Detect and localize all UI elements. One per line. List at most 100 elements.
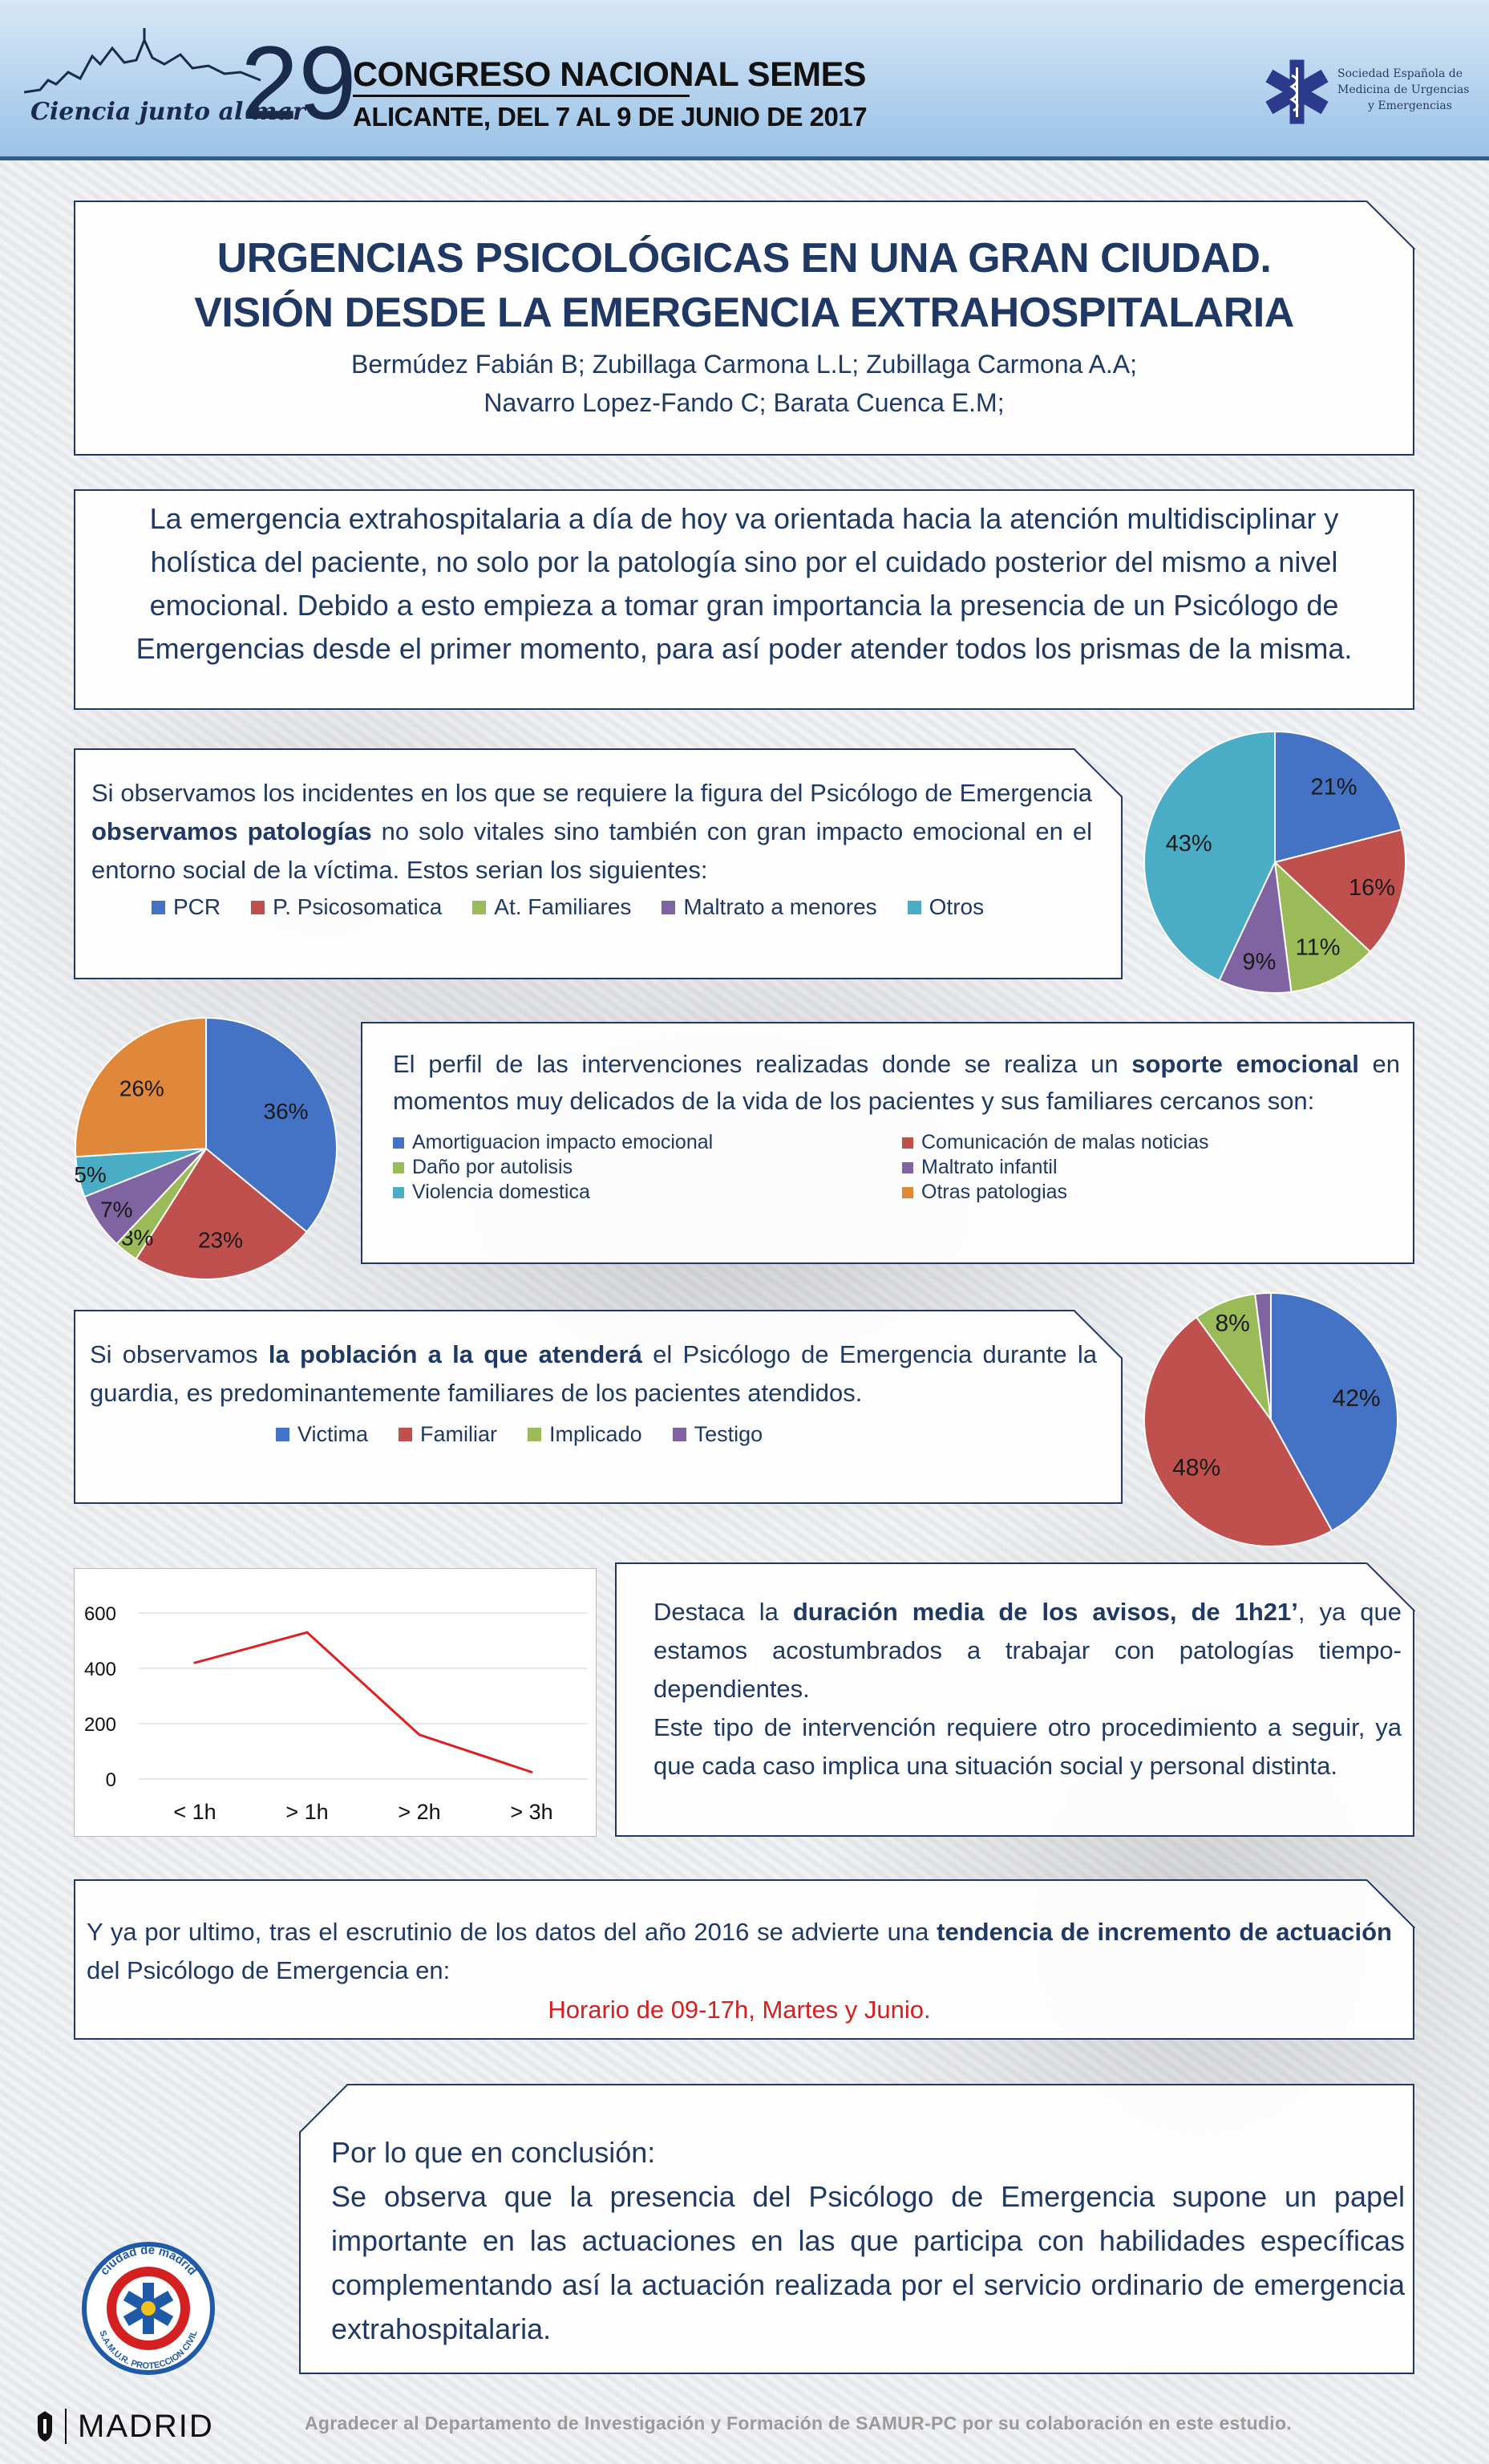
title-line-2: VISIÓN DESDE LA EMERGENCIA EXTRAHOSPITAL… — [194, 290, 1294, 336]
legend-label: Otras patologias — [921, 1181, 1068, 1203]
conclusion-box: Por lo que en conclusión: Se observa que… — [299, 2084, 1414, 2374]
section4-text-2: Este tipo de intervención requiere otro … — [653, 1713, 1402, 1780]
legend-swatch — [528, 1428, 541, 1441]
legend-label: P. Psicosomatica — [273, 894, 443, 919]
section3-text: Si observamos la población a la que aten… — [90, 1340, 1098, 1407]
intro-box: La emergencia extrahospitalaria a día de… — [74, 489, 1414, 710]
line-point — [530, 1770, 533, 1773]
legend-item: Familiar — [399, 1422, 497, 1447]
congress-tagline: Ciencia junto al mar — [30, 98, 305, 126]
line-point — [418, 1733, 421, 1737]
legend-swatch — [276, 1428, 289, 1441]
authors-line-1: Bermúdez Fabián B; Zubillaga Carmona L.L… — [350, 350, 1138, 379]
intro-text: La emergencia extrahospitalaria a día de… — [136, 502, 1353, 665]
pie-slice-label-2: 11% — [1296, 934, 1341, 960]
pie-slice-5 — [75, 1016, 207, 1158]
poster-title: URGENCIAS PSICOLÓGICAS EN UNA GRAN CIUDA… — [75, 231, 1413, 340]
legend-swatch — [662, 901, 675, 914]
society-line-1: Sociedad Española de — [1337, 67, 1463, 80]
legend-item: Victima — [276, 1422, 368, 1447]
line-series-0 — [194, 1631, 532, 1773]
legend-label: Otros — [929, 894, 985, 919]
y-tick-label: 600 — [84, 1603, 116, 1625]
city-name: MADRID — [65, 2409, 214, 2444]
section-trend: Y ya por ultimo, tras el escrutinio de l… — [74, 1879, 1414, 2040]
legend-item: Implicado — [528, 1422, 642, 1447]
legend-item: Otros — [908, 894, 984, 920]
pie-slice-label-3: 7% — [100, 1198, 132, 1222]
pie-slice-2 — [1273, 860, 1372, 993]
legend-label: Comunicación de malas noticias — [921, 1131, 1209, 1153]
legend-item: Testigo — [673, 1422, 763, 1447]
legend-label: Testigo — [694, 1422, 763, 1446]
legend-label: Violencia domestica — [412, 1181, 590, 1203]
pie1-legend: PCR P. Psicosomatica At. Familiares Maltrat… — [91, 894, 1092, 920]
section-duration: Destaca la duración media de los avisos,… — [615, 1562, 1414, 1837]
legend-label: Amortiguacion impacto emocional — [412, 1131, 714, 1153]
section2-text: El perfil de las intervenciones realizad… — [393, 1050, 1400, 1115]
legend-label: Maltrato infantil — [921, 1156, 1058, 1178]
line-chart-duration: 600 400 200 0 < 1h > 1h > 2h > 3h — [84, 1603, 588, 1824]
x-tick-label: > 2h — [398, 1800, 440, 1824]
legend-item: Comunicación de malas noticias — [902, 1131, 1303, 1154]
society-name: Sociedad Española de Medicina de Urgenci… — [1337, 66, 1470, 114]
trend-highlight: Horario de 09-17h, Martes y Junio. — [548, 1996, 931, 2024]
legend-swatch — [399, 1428, 412, 1441]
section1-text: Si observamos los incidentes en los que … — [91, 779, 1092, 884]
pie-slice-3 — [1254, 1291, 1272, 1420]
legend-label: Victima — [297, 1422, 369, 1446]
line-chart-box: 600 400 200 0 < 1h > 1h > 2h > 3h — [74, 1568, 597, 1837]
pie-slice-label-5: 26% — [119, 1076, 164, 1100]
pie-slice-0 — [1270, 1291, 1398, 1532]
society-line-2: Medicina de Urgencias — [1337, 83, 1470, 96]
pie-chart-intervention-profile: 36%23%3%7%5%26% — [74, 1016, 338, 1280]
pie-slice-0 — [205, 1016, 338, 1234]
legend-swatch — [251, 901, 265, 914]
legend-swatch — [673, 1428, 686, 1441]
pie-slice-label-0: 21% — [1311, 774, 1357, 800]
legend-item: At. Familiares — [472, 894, 631, 920]
legend-swatch — [393, 1186, 404, 1198]
congress-line-2: ALICANTE, DEL 7 AL 9 DE JUNIO DE 2017 — [353, 102, 868, 132]
pie-slice-label-1: 48% — [1172, 1454, 1220, 1481]
pie-slice-4 — [1143, 730, 1276, 982]
legend-label: Implicado — [549, 1422, 642, 1446]
edition-number: 29 — [241, 24, 357, 141]
legend-item: PCR — [152, 894, 221, 920]
x-tick-label: < 1h — [173, 1800, 216, 1824]
congress-name: CONGRESO NACIONAL SEMES ALICANTE, DEL 7 … — [353, 55, 868, 136]
header-banner: Ciencia junto al mar 29 CONGRESO NACIONA… — [0, 0, 1489, 160]
star-of-life-icon — [1265, 59, 1329, 124]
section-intervention-profile: El perfil de las intervenciones realizad… — [361, 1022, 1414, 1264]
pie-slice-0 — [1274, 730, 1403, 864]
pie-slice-label-0: 36% — [264, 1099, 309, 1124]
legend-item: Violencia domestica — [393, 1181, 902, 1204]
y-tick-label: 200 — [84, 1714, 116, 1736]
pie-slice-1 — [1273, 829, 1406, 953]
title-line-1: URGENCIAS PSICOLÓGICAS EN UNA GRAN CIUDA… — [216, 235, 1272, 282]
conclusion-text: Se observa que la presencia del Psicólog… — [331, 2180, 1405, 2345]
pie-slice-label-4: 43% — [1166, 831, 1212, 857]
line-point — [193, 1661, 196, 1664]
pie-chart-population: 42% 48% 8% — [1143, 1291, 1398, 1547]
congress-line-1: CONGRESO NACIONAL SEMES — [353, 55, 866, 94]
legend-swatch — [902, 1186, 913, 1198]
section-population: Si observamos la población a la que aten… — [74, 1310, 1123, 1504]
title-box: URGENCIAS PSICOLÓGICAS EN UNA GRAN CIUDA… — [74, 201, 1414, 456]
legend-swatch — [908, 901, 921, 914]
pie2-legend: Amortiguacion impacto emocional Comunicac… — [393, 1131, 1400, 1204]
legend-swatch — [472, 901, 486, 914]
legend-item: P. Psicosomatica — [251, 894, 442, 920]
x-tick-label: > 1h — [285, 1800, 328, 1824]
y-tick-label: 400 — [84, 1659, 116, 1680]
legend-item: Otras patologias — [902, 1181, 1303, 1204]
legend-swatch — [393, 1137, 404, 1149]
legend-item: Maltrato a menores — [662, 894, 876, 920]
pie-chart-incident-types: 21% 16% 11% 9% 43% — [1143, 730, 1406, 994]
society-line-3: y Emergencias — [1368, 99, 1452, 112]
legend-label: Daño por autolisis — [412, 1156, 573, 1178]
legend-swatch — [393, 1161, 404, 1173]
section-incident-types: Si observamos los incidentes en los que … — [74, 748, 1123, 979]
pie-slice-label-0: 42% — [1333, 1385, 1381, 1412]
legend-swatch — [902, 1161, 913, 1173]
